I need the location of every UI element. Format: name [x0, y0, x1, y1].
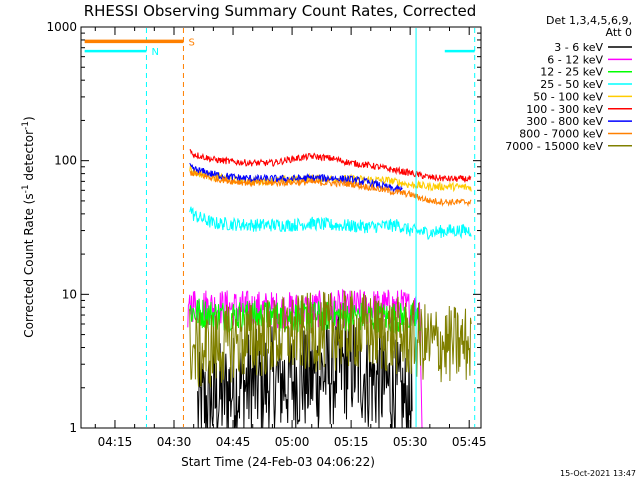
- plot-frame: [80, 26, 482, 429]
- legend-label-3-6-kev: 3 - 6 keV: [554, 41, 603, 54]
- x-tick-label: 05:15: [334, 435, 369, 449]
- series-layer: [187, 148, 472, 430]
- tick-layer: 04:15 04:30 04:45 05:00 05:15 05:30 05:45 1 10 10…: [46, 20, 486, 449]
- series-800-7000-kev: [189, 168, 472, 208]
- y-axis-label-end: ): [22, 116, 36, 121]
- legend-label-50-100-kev: 50 - 100 keV: [533, 90, 603, 103]
- legend-label-800-7000-kev: 800 - 7000 keV: [519, 127, 603, 140]
- footer-stamp: 15-Oct-2021 13:47: [560, 469, 636, 478]
- legend-label-7000-15000-kev: 7000 - 15000 keV: [505, 140, 603, 153]
- legend-label-100-300-kev: 100 - 300 keV: [526, 103, 603, 116]
- series-7000-15000-kev: [189, 290, 472, 388]
- y-axis-label-sup2: -1: [21, 121, 31, 130]
- legend-header-line-2: Att 0: [606, 26, 632, 39]
- legend-label-6-12-kev: 6 - 12 keV: [547, 53, 603, 66]
- y-tick-label: 1000: [46, 20, 77, 34]
- x-axis-label: Start Time (24-Feb-03 04:06:22): [181, 455, 375, 469]
- legend-label-12-25-kev: 12 - 25 keV: [540, 66, 603, 79]
- legend-label-300-800-kev: 300 - 800 keV: [526, 115, 603, 128]
- series-100-300-kev: [189, 148, 472, 183]
- flag-n-label: N: [151, 47, 158, 58]
- y-axis-label-main: Corrected Count Rate (s: [22, 193, 36, 337]
- y-axis-label: Corrected Count Rate (s-1 detector-1): [21, 116, 36, 337]
- x-tick-label: 04:15: [98, 435, 133, 449]
- y-tick-label: 100: [54, 154, 77, 168]
- annotation-layer: SN: [84, 28, 476, 427]
- y-tick-label: 1: [69, 421, 77, 435]
- series-25-50-kev: [189, 206, 472, 240]
- x-tick-label: 05:45: [452, 435, 487, 449]
- x-tick-label: 04:30: [157, 435, 192, 449]
- legend-header-line-1: Det 1,3,4,5,6,9,: [546, 14, 632, 27]
- x-tick-label: 04:45: [216, 435, 251, 449]
- x-tick-label: 05:00: [275, 435, 310, 449]
- svg-text:Corrected Count Rate (s-1 dete: Corrected Count Rate (s-1 detector-1): [21, 116, 36, 337]
- y-axis-label-mid: detector: [22, 130, 36, 185]
- series-50-100-kev: [189, 164, 472, 193]
- y-tick-label: 10: [62, 287, 77, 301]
- y-axis-label-sup1: -1: [21, 184, 31, 193]
- legend-label-25-50-kev: 25 - 50 keV: [540, 78, 603, 91]
- x-tick-label: 05:30: [393, 435, 428, 449]
- chart-title: RHESSI Observing Summary Count Rates, Co…: [84, 2, 477, 20]
- flag-s-label: S: [188, 37, 194, 48]
